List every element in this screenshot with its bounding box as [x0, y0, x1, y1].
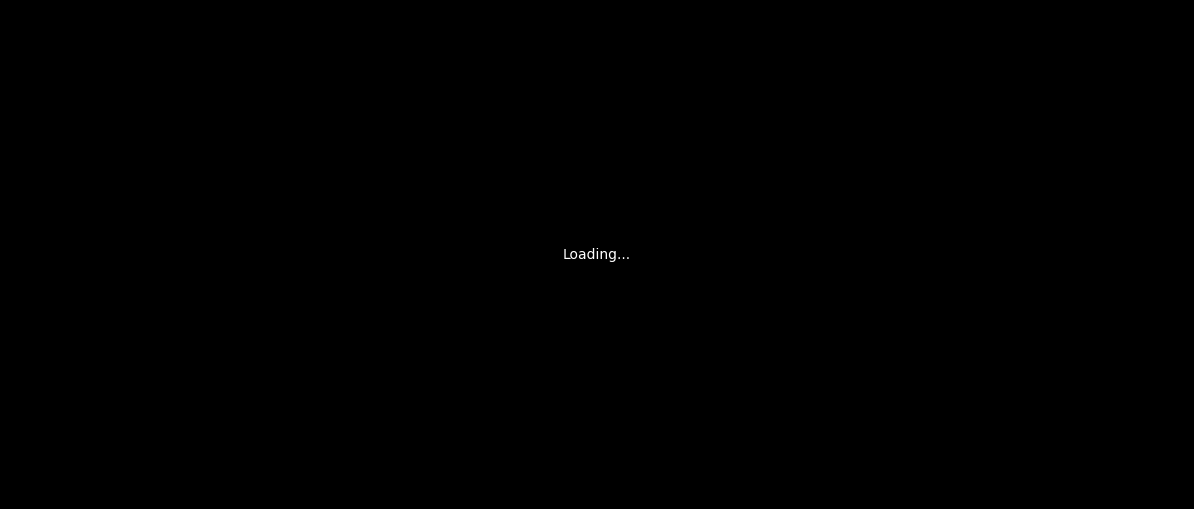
Text: Loading...: Loading... [562, 247, 632, 262]
